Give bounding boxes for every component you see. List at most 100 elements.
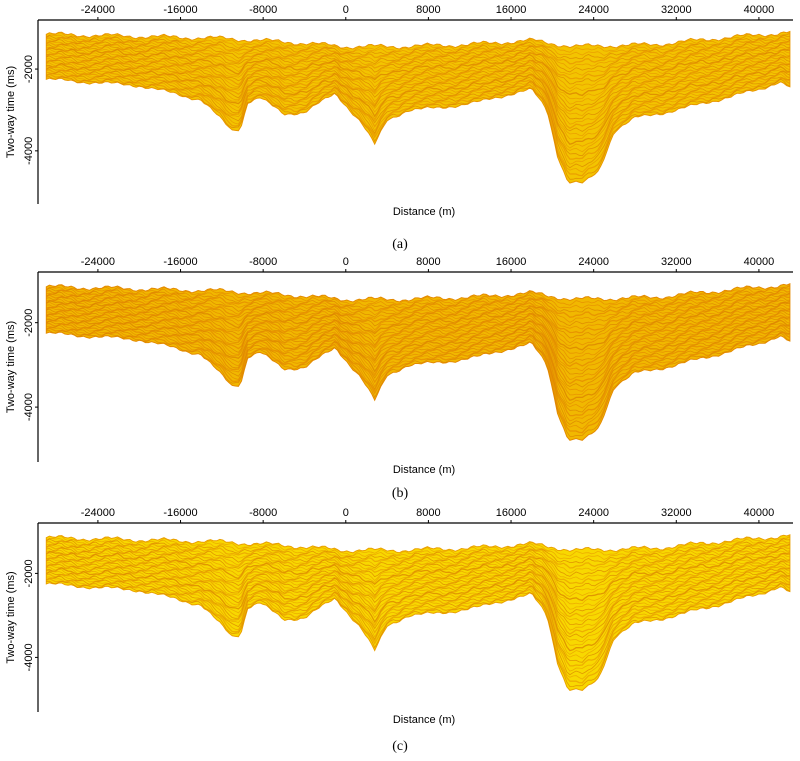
reflector-horizon: [46, 307, 790, 372]
reflector-horizon: [46, 327, 790, 430]
x-tick-label: 32000: [661, 256, 692, 268]
reflector-horizon: [46, 325, 790, 426]
x-tick-label: 16000: [496, 256, 527, 268]
x-tick-label: 8000: [416, 507, 440, 519]
x-tick-label: -16000: [163, 4, 197, 16]
reflector-horizon: [46, 574, 790, 672]
y-tick-label: -2000: [23, 309, 35, 337]
reflector-horizon: [46, 540, 790, 569]
reflector-horizon: [46, 76, 790, 180]
reflector-horizon: [46, 536, 790, 560]
reflector-horizon: [46, 575, 790, 676]
x-axis-title: Distance (m): [393, 464, 455, 476]
reflector-horizon: [46, 554, 790, 615]
x-tick-label: -8000: [249, 4, 277, 16]
reflector-horizon: [46, 547, 790, 590]
reflector-horizon: [46, 323, 790, 422]
x-tick-label: -16000: [163, 256, 197, 268]
reflector-horizon: [46, 50, 790, 105]
reflector-horizon: [46, 43, 790, 85]
reflector-horizon: [46, 66, 790, 153]
reflector-horizon: [46, 47, 790, 97]
x-axis-title: Distance (m): [393, 206, 455, 218]
x-tick-label: 40000: [744, 256, 775, 268]
reflector-layers: [46, 535, 790, 688]
reflector-horizon: [46, 37, 790, 70]
reflector-horizon: [46, 309, 790, 380]
x-tick-label: 8000: [416, 256, 440, 268]
reflector-horizon: [46, 322, 790, 417]
reflector-horizon: [46, 73, 790, 173]
seismic-panel-1: -24000 -16000 -8000 0 8000 16000 24000 32000 400…: [5, 4, 793, 252]
reflector-horizon: [46, 304, 790, 364]
x-tick-label: 24000: [578, 256, 609, 268]
reflector-horizon: [46, 330, 790, 437]
reflector-horizon: [46, 39, 790, 73]
reflector-horizon: [46, 51, 790, 109]
reflector-horizon: [46, 551, 790, 602]
reflector-horizon: [46, 561, 790, 635]
x-tick-label: -24000: [81, 507, 115, 519]
reflector-layers: [46, 32, 790, 180]
reflector-horizon: [46, 57, 790, 129]
x-tick-label: 16000: [496, 4, 527, 16]
reflector-horizon: [46, 571, 790, 659]
y-axis-title: Two-way time (ms): [5, 571, 17, 663]
reflector-horizon: [46, 289, 790, 318]
panel-caption: (c): [392, 739, 408, 754]
reflector-horizon: [46, 303, 790, 360]
reflector-horizon: [46, 573, 790, 667]
x-tick-label: 16000: [496, 507, 527, 519]
x-tick-label: -8000: [249, 507, 277, 519]
seismic-panel-2: -24000 -16000 -8000 0 8000 16000 24000 32000 400…: [5, 256, 793, 501]
x-tick-label: 40000: [744, 507, 775, 519]
reflector-horizon: [46, 580, 790, 688]
reflector-horizon: [46, 52, 790, 112]
reflector-horizon: [46, 568, 790, 655]
reflector-horizon: [46, 60, 790, 137]
reflector-horizon: [46, 544, 790, 581]
x-tick-label: -24000: [81, 4, 115, 16]
x-tick-label: 24000: [578, 507, 609, 519]
reflector-horizon: [46, 54, 790, 116]
x-tick-label: 0: [343, 507, 349, 519]
reflector-horizon: [46, 62, 790, 145]
panel-caption: (b): [392, 486, 409, 501]
reflector-horizon: [46, 560, 790, 631]
reflector-horizon: [46, 547, 790, 594]
reflector-horizon: [46, 285, 790, 310]
reflector-horizon: [46, 33, 790, 56]
reflector-horizon: [46, 300, 790, 351]
x-tick-label: 24000: [578, 4, 609, 16]
reflector-horizon: [46, 540, 790, 574]
reflector-horizon: [46, 542, 790, 577]
reflector-horizon: [46, 564, 790, 643]
reflector-horizon: [46, 318, 790, 405]
panel-caption: (a): [392, 237, 408, 252]
reflector-horizon: [46, 557, 790, 622]
reflector-horizon: [46, 284, 790, 306]
reflector-horizon: [46, 296, 790, 339]
reflector-horizon: [46, 556, 790, 618]
reflector-horizon: [46, 553, 790, 610]
x-tick-label: 32000: [661, 4, 692, 16]
x-tick-label: 0: [343, 256, 349, 268]
y-axis-title: Two-way time (ms): [5, 66, 17, 158]
y-tick-label: -2000: [23, 559, 35, 587]
y-tick-label: -4000: [23, 137, 35, 165]
reflector-layers: [46, 284, 790, 437]
reflector-horizon: [46, 41, 790, 76]
reflector-horizon: [46, 316, 790, 401]
reflector-horizon: [46, 293, 790, 330]
x-tick-label: 40000: [744, 4, 775, 16]
reflector-horizon: [46, 69, 790, 165]
x-tick-label: 8000: [416, 4, 440, 16]
x-tick-label: -24000: [81, 256, 115, 268]
reflector-horizon: [46, 305, 790, 367]
reflector-horizon: [46, 313, 790, 392]
reflector-horizon: [46, 563, 790, 638]
y-tick-label: -4000: [23, 393, 35, 421]
reflector-horizon: [46, 297, 790, 344]
reflector-horizon: [46, 310, 790, 385]
